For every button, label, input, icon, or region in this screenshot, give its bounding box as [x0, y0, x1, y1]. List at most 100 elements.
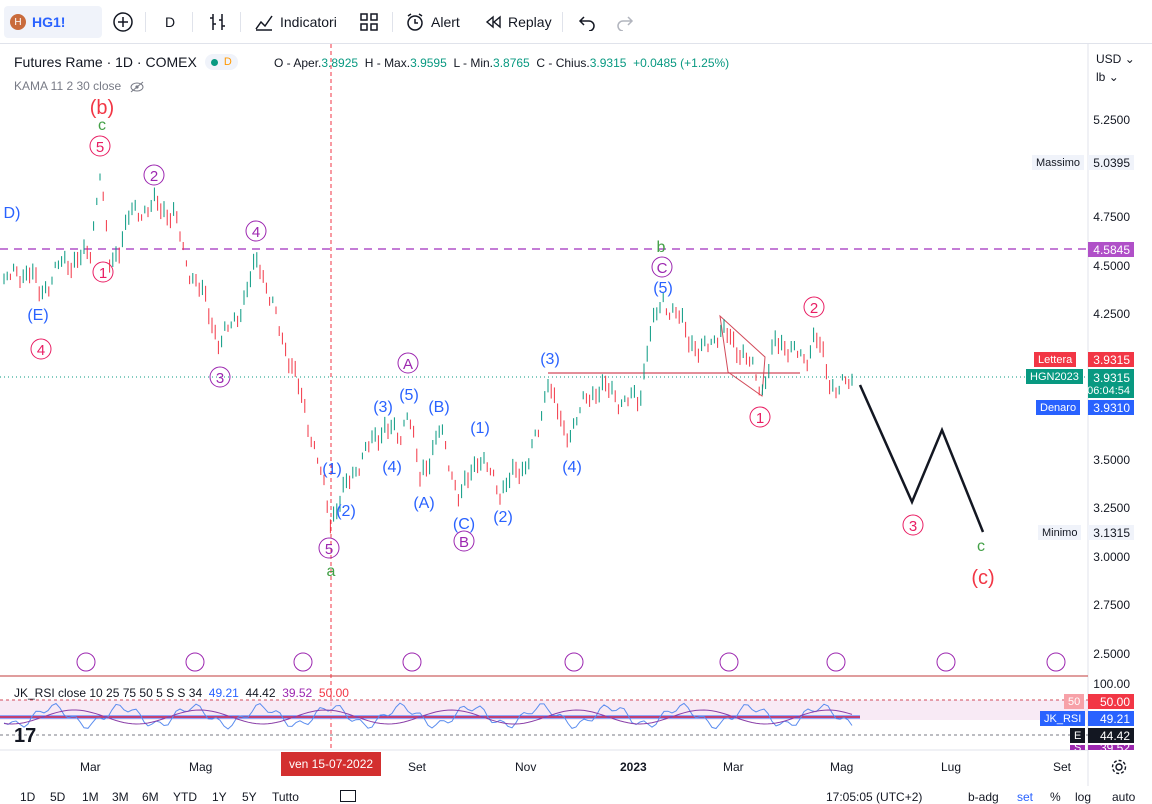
range-6m[interactable]: 6M [142, 790, 159, 804]
rsi-legend[interactable]: JK_RSI close 10 25 75 50 5 S S 34 49.21 … [14, 686, 349, 700]
templates-button[interactable] [360, 6, 378, 38]
unit-selector[interactable]: lb ⌄ [1096, 70, 1119, 84]
log-toggle[interactable]: log [1075, 790, 1092, 804]
event-marker-icon[interactable] [185, 652, 205, 672]
range-ytd[interactable]: YTD [173, 790, 197, 804]
tradingview-logo: 17 [14, 725, 36, 747]
time-tick: Mar [80, 760, 101, 774]
indicators-icon [255, 15, 273, 31]
redo-button[interactable] [616, 6, 634, 38]
undo-button[interactable] [578, 6, 596, 38]
wave-label[interactable]: (3) [540, 351, 560, 368]
wave-label[interactable]: (C) [453, 516, 475, 533]
eye-hidden-icon[interactable] [129, 81, 145, 93]
session-toggle[interactable]: set [1017, 790, 1034, 804]
bottom-toolbar: 1D 5D 1M 3M 6M YTD 1Y 5Y Tutto 17:05:05 … [0, 786, 1152, 804]
event-marker-icon[interactable] [76, 652, 96, 672]
wave-label[interactable]: 2 [150, 168, 158, 185]
wave-label[interactable]: (4) [562, 459, 582, 476]
wave-label[interactable]: 5 [325, 541, 333, 558]
wave-label[interactable]: (2) [493, 509, 513, 526]
wave-label[interactable]: (B) [428, 399, 449, 416]
wave-label[interactable]: a [327, 563, 336, 580]
lettera-value: 3.9315 [1088, 352, 1134, 367]
open-value: 3.8925 [321, 56, 359, 70]
event-marker-icon[interactable] [1046, 652, 1066, 672]
wave-label[interactable]: (E) [27, 307, 48, 324]
wave-label[interactable]: A [403, 356, 413, 373]
wave-label[interactable]: (1) [322, 461, 342, 478]
clock-time[interactable]: 17:05:05 (UTC+2) [826, 790, 923, 804]
wave-label[interactable]: 3 [909, 518, 917, 535]
wave-label[interactable]: b [657, 239, 666, 256]
compare-button[interactable] [112, 6, 134, 38]
wave-label[interactable]: (4) [382, 459, 402, 476]
wave-labels[interactable]: (b) c 5 2 D) 1 4 (E) 4 3 5 a (1) (2) (3)… [4, 97, 995, 589]
event-marker-icon[interactable] [719, 652, 739, 672]
event-marker-icon[interactable] [402, 652, 422, 672]
wave-label[interactable]: c [977, 538, 985, 555]
symbol-title[interactable]: Futures Rame · 1D · COMEX [14, 54, 197, 70]
minimo-value: 3.1315 [1088, 525, 1134, 540]
time-tick: Mag [189, 760, 213, 774]
wave-label[interactable]: 2 [810, 300, 818, 317]
wave-label[interactable]: 4 [37, 342, 45, 359]
range-5d[interactable]: 5D [50, 790, 66, 804]
gear-icon[interactable] [1110, 758, 1128, 776]
wave-label[interactable]: (2) [336, 503, 356, 520]
percent-toggle[interactable]: % [1050, 790, 1061, 804]
rsi-value-1: 49.21 [208, 686, 239, 700]
interval-button[interactable]: D [165, 6, 175, 38]
event-markers[interactable] [76, 652, 1066, 672]
wave-label[interactable]: (1) [470, 420, 490, 437]
wave-label[interactable]: 1 [756, 410, 764, 427]
auto-toggle[interactable]: auto [1112, 790, 1136, 804]
projection-path[interactable] [858, 384, 985, 533]
wave-label[interactable]: 5 [96, 139, 104, 156]
indicators-button[interactable]: Indicatori [254, 6, 337, 38]
wave-label[interactable]: C [657, 260, 668, 277]
wave-label[interactable]: (5) [399, 387, 419, 404]
event-marker-icon[interactable] [936, 652, 956, 672]
wave-label[interactable]: (3) [373, 399, 393, 416]
wave-label[interactable]: c [98, 117, 106, 134]
replay-button[interactable]: Replay [484, 6, 552, 38]
wave-label[interactable]: (b) [90, 97, 114, 119]
symbol-search-button[interactable]: H HG1! [4, 6, 102, 38]
event-marker-icon[interactable] [826, 652, 846, 672]
ohlc-values: O - Aper.3.8925 H - Max.3.9595 L - Min.3… [274, 56, 729, 70]
wave-label[interactable]: (c) [971, 567, 994, 589]
wave-circle [89, 135, 111, 157]
countdown-value: 06:04:54 [1087, 384, 1130, 397]
event-marker-icon[interactable] [293, 652, 313, 672]
alert-button[interactable]: Alert [405, 6, 460, 38]
wave-label[interactable]: (A) [413, 495, 434, 512]
event-marker-icon[interactable] [564, 652, 584, 672]
bars-chart-icon [210, 14, 225, 30]
wave-label[interactable]: 3 [216, 370, 224, 387]
range-1m[interactable]: 1M [82, 790, 99, 804]
crosshair-date-label: ven 15-07-2022 [281, 752, 382, 776]
range-1y[interactable]: 1Y [212, 790, 227, 804]
wave-circle [209, 366, 231, 388]
range-5y[interactable]: 5Y [242, 790, 257, 804]
wave-label[interactable]: 4 [252, 224, 260, 241]
range-1d[interactable]: 1D [20, 790, 36, 804]
chart-type-button[interactable] [208, 6, 228, 38]
wave-circle [397, 352, 419, 374]
range-3m[interactable]: 3M [112, 790, 129, 804]
triangle-drawing[interactable] [719, 314, 766, 397]
wave-label[interactable]: (5) [653, 280, 673, 297]
currency-selector[interactable]: USD ⌄ [1096, 52, 1135, 66]
time-tick: 2023 [620, 760, 647, 774]
calendar-icon[interactable] [340, 790, 356, 802]
last-price-value: 3.9315 [1093, 370, 1130, 385]
price-chart[interactable]: (b) c 5 2 D) 1 4 (E) 4 3 5 a (1) (2) (3)… [0, 44, 1152, 786]
wave-label[interactable]: D) [4, 205, 21, 222]
range-all[interactable]: Tutto [272, 790, 299, 804]
wave-label[interactable]: B [459, 534, 469, 551]
adjust-toggle[interactable]: b-adg [968, 790, 999, 804]
kama-legend[interactable]: KAMA 11 2 30 close [14, 79, 145, 93]
market-status-badge: D [204, 54, 238, 70]
wave-label[interactable]: 1 [99, 265, 107, 282]
